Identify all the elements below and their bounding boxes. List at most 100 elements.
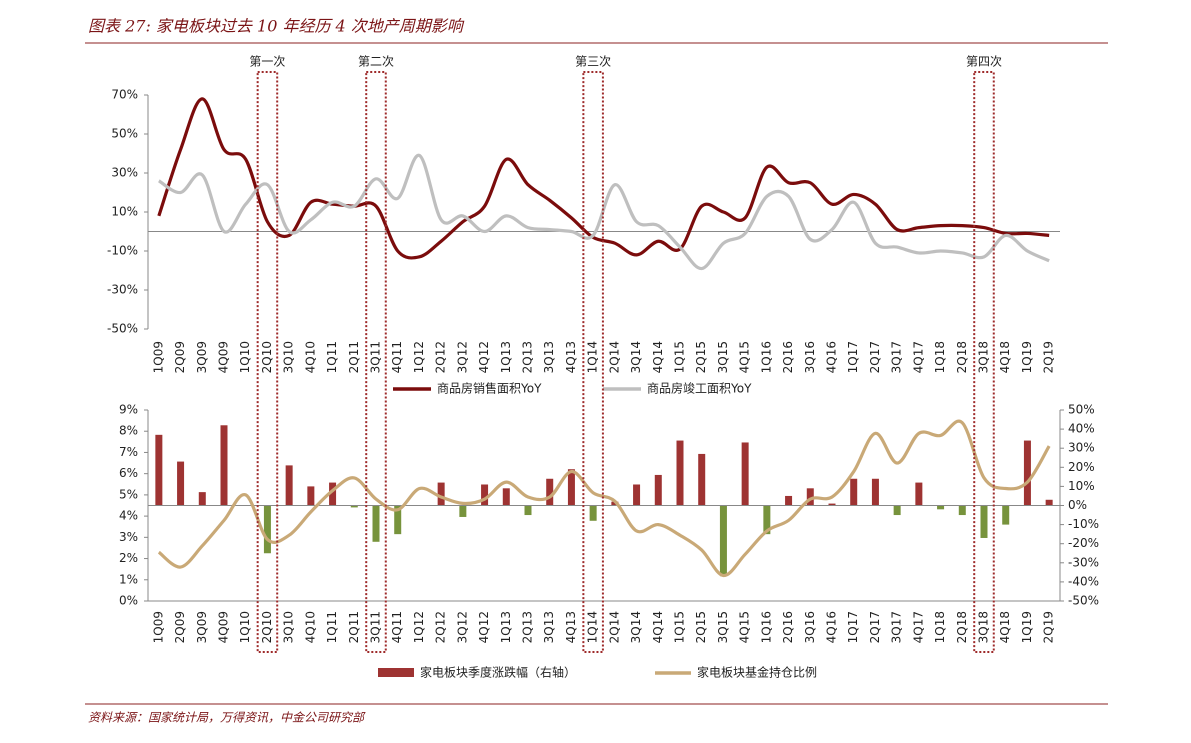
period-box (256, 71, 279, 653)
bar (589, 505, 597, 521)
y2-tick-label: -30% (1068, 555, 1099, 569)
y-tick-label: 0% (119, 594, 138, 608)
x-tick-label: 2Q10 (260, 341, 274, 373)
period-box (973, 71, 995, 653)
legend-label: 商品房竣工面积YoY (647, 381, 752, 396)
bar (481, 484, 489, 506)
bar (546, 478, 554, 506)
x-tick-label: 3Q12 (455, 341, 469, 373)
x-tick-label: 1Q18 (933, 341, 947, 373)
x-tick-label: 4Q12 (477, 341, 491, 373)
y-tick-label: 10% (111, 205, 138, 219)
y-tick-label: 1% (119, 572, 138, 586)
x-tick-label: 2Q09 (173, 611, 187, 643)
y-tick-label: -30% (107, 283, 138, 297)
x-tick-label: 1Q09 (151, 611, 165, 643)
x-tick-label: 2Q15 (694, 341, 708, 373)
x-tick-label: 1Q17 (846, 341, 860, 373)
x-tick-label: 3Q11 (369, 341, 383, 373)
x-tick-label: 4Q16 (825, 341, 839, 373)
x-tick-label: 3Q14 (629, 611, 643, 643)
legend-label: 家电板块基金持仓比例 (697, 665, 817, 680)
bar (263, 505, 271, 554)
x-tick-label: 2Q11 (347, 341, 361, 373)
period-label: 第一次 (249, 55, 285, 69)
x-tick-label: 2Q17 (868, 611, 882, 643)
bar (611, 501, 619, 506)
bar (676, 440, 684, 506)
y2-tick-label: 20% (1068, 460, 1095, 474)
x-tick-label: 3Q15 (716, 611, 730, 643)
y-tick-label: 8% (119, 424, 138, 438)
x-tick-label: 4Q13 (564, 341, 578, 373)
bar (502, 488, 510, 506)
x-tick-label: 4Q17 (911, 611, 925, 643)
x-tick-label: 2Q12 (434, 341, 448, 373)
y2-tick-label: -10% (1068, 517, 1099, 531)
x-tick-label: 1Q13 (499, 341, 513, 373)
series-line (157, 153, 1050, 271)
y-tick-label: 6% (119, 466, 138, 480)
x-tick-label: 3Q18 (977, 341, 991, 373)
x-tick-label: 3Q17 (890, 611, 904, 643)
x-tick-label: 3Q17 (890, 341, 904, 373)
x-tick-label: 1Q13 (499, 611, 513, 643)
x-tick-label: 4Q09 (217, 341, 231, 373)
legend-label: 商品房销售面积YoY (437, 381, 542, 396)
y2-tick-label: 40% (1068, 422, 1095, 436)
y2-tick-label: -40% (1068, 574, 1099, 588)
page-title: 图表 27: 家电板块过去 10 年经历 4 次地产周期影响 (88, 17, 465, 36)
x-tick-label: 1Q17 (846, 611, 860, 643)
series-line (157, 97, 1050, 260)
x-tick-label: 4Q17 (911, 341, 925, 373)
bar (177, 461, 185, 506)
x-tick-label: 1Q19 (1020, 611, 1034, 643)
bar (372, 505, 380, 542)
x-tick-label: 3Q16 (803, 611, 817, 643)
x-tick-label: 1Q15 (673, 611, 687, 643)
bar (719, 505, 727, 577)
period-label: 第三次 (575, 55, 611, 69)
bar (198, 492, 206, 506)
bar (763, 505, 771, 535)
bar (459, 505, 467, 517)
bar (893, 505, 901, 516)
bar (958, 505, 966, 516)
x-tick-label: 1Q14 (586, 611, 600, 643)
x-tick-label: 3Q13 (542, 611, 556, 643)
x-tick-label: 1Q10 (238, 611, 252, 643)
y-tick-label: 5% (119, 487, 138, 501)
x-tick-label: 4Q10 (303, 611, 317, 643)
y-tick-label: 7% (119, 445, 138, 459)
x-tick-label: 4Q16 (825, 611, 839, 643)
x-tick-label: 2Q14 (607, 611, 621, 643)
bar (785, 495, 793, 506)
x-tick-label: 2Q19 (1042, 611, 1056, 643)
x-tick-label: 3Q14 (629, 341, 643, 373)
y2-tick-label: 50% (1068, 403, 1095, 417)
legend-swatch (378, 668, 414, 677)
y-tick-label: 30% (111, 166, 138, 180)
x-tick-label: 1Q14 (586, 341, 600, 373)
x-tick-label: 4Q14 (651, 341, 665, 373)
legend-label: 家电板块季度涨跌幅（右轴） (420, 665, 576, 680)
y2-tick-label: 10% (1068, 479, 1095, 493)
y-tick-label: 3% (119, 530, 138, 544)
bar (329, 482, 337, 506)
x-tick-label: 2Q13 (521, 341, 535, 373)
bar (155, 434, 163, 506)
x-tick-label: 3Q16 (803, 341, 817, 373)
bar (850, 478, 858, 506)
bar (350, 505, 358, 508)
x-tick-label: 4Q12 (477, 611, 491, 643)
bar (871, 478, 879, 506)
bar (915, 482, 923, 506)
x-tick-label: 4Q09 (217, 611, 231, 643)
bar (741, 442, 749, 506)
x-tick-label: 4Q10 (303, 341, 317, 373)
x-tick-label: 1Q12 (412, 341, 426, 373)
x-tick-label: 3Q11 (369, 611, 383, 643)
y-tick-label: -50% (107, 322, 138, 336)
x-tick-label: 3Q09 (195, 341, 209, 373)
